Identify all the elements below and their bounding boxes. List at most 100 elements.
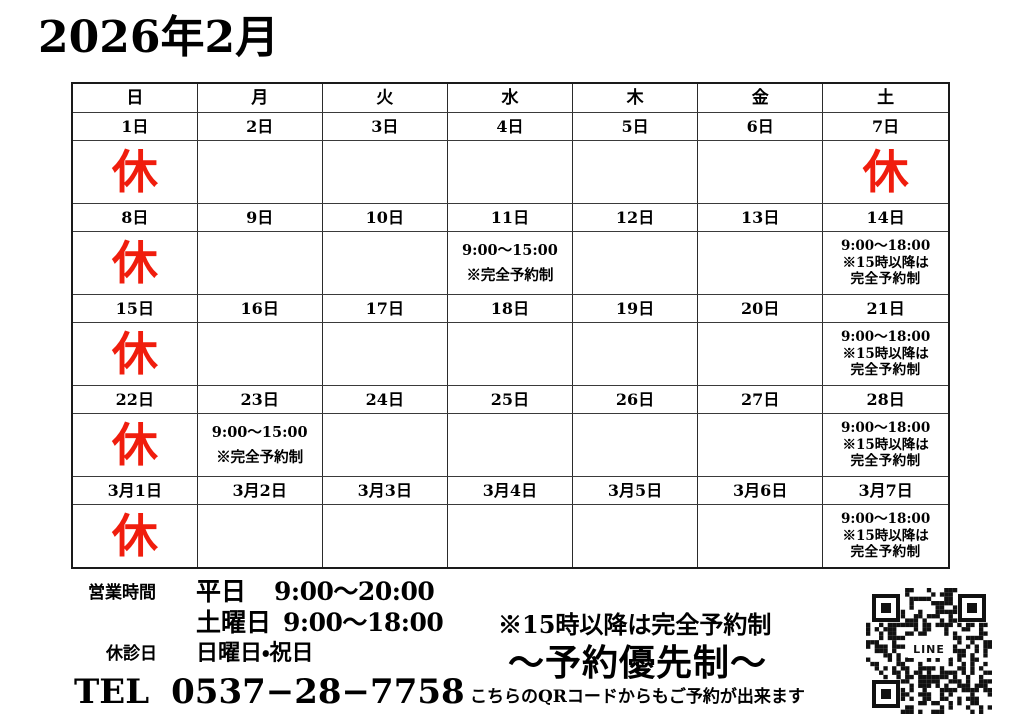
weekday-hours-value: 9:00〜20:00 — [274, 577, 435, 606]
calendar-date-cell[interactable]: 3日 — [321, 112, 448, 141]
calendar-date-cell[interactable]: 3月3日 — [321, 476, 448, 505]
calendar-date-cell[interactable]: 9日 — [196, 203, 323, 232]
calendar-date-cell[interactable]: 3月7日 — [822, 476, 950, 505]
cell-note-line: 完全予約制 — [850, 362, 921, 379]
calendar-content-cell[interactable] — [321, 504, 448, 569]
calendar-date-cell[interactable]: 17日 — [321, 294, 448, 323]
calendar-container: 日月火水木金土 1日 2日 3日 4日 5日 6日 7日休休 8日 9日 10日 11日 12日 13日 1… — [71, 82, 950, 569]
calendar-content-cell[interactable] — [697, 504, 824, 569]
weekday-header-cell: 金 — [697, 82, 824, 113]
calendar-content-cell[interactable]: 休 — [71, 140, 198, 204]
calendar-date-cell[interactable]: 7日 — [822, 112, 950, 141]
calendar-date-cell[interactable]: 21日 — [822, 294, 950, 323]
footer-info: 営業時間 平日 9:00〜20:00 土曜日 9:00〜18:00 ※15時以降は完… — [0, 572, 1024, 728]
calendar-content-cell[interactable] — [321, 322, 448, 386]
cell-note-line: 9:00〜18:00 — [841, 420, 931, 437]
calendar-content-cell[interactable] — [196, 231, 323, 295]
weekday-header-cell: 木 — [571, 82, 699, 113]
cell-note: 9:00〜18:00 ※15時以降は 完全予約制 — [823, 509, 948, 562]
calendar-content-row: 休 9:00〜18:00 ※15時以降は 完全予約制 — [71, 322, 950, 386]
calendar-content-cell[interactable] — [571, 504, 699, 569]
calendar-date-cell[interactable]: 11日 — [446, 203, 574, 232]
calendar-date-cell[interactable]: 3月5日 — [571, 476, 699, 505]
calendar-content-cell[interactable] — [697, 413, 824, 477]
calendar-date-cell[interactable]: 6日 — [697, 112, 824, 141]
calendar-content-cell[interactable] — [321, 140, 448, 204]
cell-note-line: 完全予約制 — [850, 271, 921, 288]
calendar-content-cell[interactable] — [571, 322, 699, 386]
calendar-date-cell[interactable]: 26日 — [571, 385, 699, 414]
calendar-content-cell[interactable] — [446, 504, 574, 569]
calendar-content-cell[interactable]: 休 — [71, 504, 198, 569]
cell-note-line: ※15時以降は — [842, 254, 929, 271]
calendar-date-cell[interactable]: 19日 — [571, 294, 699, 323]
calendar-date-cell[interactable]: 15日 — [71, 294, 198, 323]
calendar-date-cell[interactable]: 28日 — [822, 385, 950, 414]
calendar-content-cell[interactable] — [196, 504, 323, 569]
calendar-content-cell[interactable]: 休 — [71, 231, 198, 295]
cell-note: 9:00〜18:00 ※15時以降は 完全予約制 — [823, 236, 948, 289]
calendar-content-cell[interactable] — [446, 322, 574, 386]
line-qr-code[interactable]: LINE — [866, 588, 992, 714]
calendar-date-row: 1日 2日 3日 4日 5日 6日 7日 — [71, 112, 950, 141]
calendar-content-cell[interactable] — [321, 231, 448, 295]
calendar-content-cell[interactable]: 9:00〜18:00 ※15時以降は 完全予約制 — [822, 322, 950, 386]
saturday-label: 土曜日 — [196, 608, 272, 637]
calendar-date-cell[interactable]: 27日 — [697, 385, 824, 414]
calendar-date-cell[interactable]: 24日 — [321, 385, 448, 414]
calendar-date-cell[interactable]: 23日 — [196, 385, 323, 414]
calendar-date-cell[interactable]: 12日 — [571, 203, 699, 232]
calendar-date-cell[interactable]: 22日 — [71, 385, 198, 414]
calendar-content-cell[interactable]: 休 — [71, 322, 198, 386]
calendar-content-cell[interactable]: 9:00〜15:00 ※完全予約制 — [196, 413, 323, 477]
calendar-date-cell[interactable]: 18日 — [446, 294, 574, 323]
calendar-date-cell[interactable]: 4日 — [446, 112, 574, 141]
calendar-date-cell[interactable]: 3月1日 — [71, 476, 198, 505]
calendar-date-cell[interactable]: 20日 — [697, 294, 824, 323]
calendar-date-cell[interactable]: 25日 — [446, 385, 574, 414]
page-title: 2026年2月 — [38, 12, 280, 63]
calendar-content-cell[interactable] — [571, 231, 699, 295]
reservation-note: ※15時以降は完全予約制 — [498, 610, 772, 639]
calendar-table: 日月火水木金土 1日 2日 3日 4日 5日 6日 7日休休 8日 9日 10日 11日 12日 13日 1… — [71, 82, 950, 569]
calendar-date-cell[interactable]: 3月4日 — [446, 476, 574, 505]
calendar-date-row: 22日 23日 24日 25日 26日 27日 28日 — [71, 385, 950, 414]
calendar-date-cell[interactable]: 10日 — [321, 203, 448, 232]
calendar-content-cell[interactable] — [571, 413, 699, 477]
calendar-content-cell[interactable] — [321, 413, 448, 477]
calendar-date-cell[interactable]: 13日 — [697, 203, 824, 232]
weekday-header-cell: 水 — [446, 82, 574, 113]
calendar-date-cell[interactable]: 2日 — [196, 112, 323, 141]
cell-note-line: 完全予約制 — [850, 544, 921, 561]
calendar-content-cell[interactable] — [697, 140, 824, 204]
weekday-hours-row: 平日 9:00〜20:00 — [196, 572, 435, 608]
calendar-content-cell[interactable]: 9:00〜15:00 ※完全予約制 — [446, 231, 574, 295]
calendar-date-cell[interactable]: 3月2日 — [196, 476, 323, 505]
calendar-content-cell[interactable]: 休 — [822, 140, 950, 204]
qr-code-icon: LINE — [866, 588, 992, 714]
calendar-content-cell[interactable] — [697, 231, 824, 295]
calendar-content-cell[interactable] — [446, 140, 574, 204]
calendar-content-cell[interactable] — [196, 140, 323, 204]
calendar-content-cell[interactable] — [697, 322, 824, 386]
closed-mark: 休 — [111, 509, 158, 563]
calendar-content-cell[interactable] — [196, 322, 323, 386]
calendar-content-cell[interactable]: 休 — [71, 413, 198, 477]
calendar-date-cell[interactable]: 14日 — [822, 203, 950, 232]
calendar-content-cell[interactable]: 9:00〜18:00 ※15時以降は 完全予約制 — [822, 413, 950, 477]
cell-note-line: ※完全予約制 — [466, 267, 554, 284]
closed-mark: 休 — [111, 145, 158, 199]
calendar-date-cell[interactable]: 16日 — [196, 294, 323, 323]
calendar-content-cell[interactable]: 9:00〜18:00 ※15時以降は 完全予約制 — [822, 231, 950, 295]
cell-note: 9:00〜15:00 ※完全予約制 — [448, 236, 572, 291]
cell-note-line: ※完全予約制 — [216, 449, 304, 466]
calendar-date-cell[interactable]: 8日 — [71, 203, 198, 232]
calendar-date-cell[interactable]: 3月6日 — [697, 476, 824, 505]
calendar-content-cell[interactable] — [571, 140, 699, 204]
calendar-date-cell[interactable]: 1日 — [71, 112, 198, 141]
calendar-content-cell[interactable]: 9:00〜18:00 ※15時以降は 完全予約制 — [822, 504, 950, 569]
telephone-row: TEL 0537−28−7758 — [74, 672, 465, 712]
calendar-content-cell[interactable] — [446, 413, 574, 477]
closed-mark: 休 — [111, 327, 158, 381]
calendar-date-cell[interactable]: 5日 — [571, 112, 699, 141]
